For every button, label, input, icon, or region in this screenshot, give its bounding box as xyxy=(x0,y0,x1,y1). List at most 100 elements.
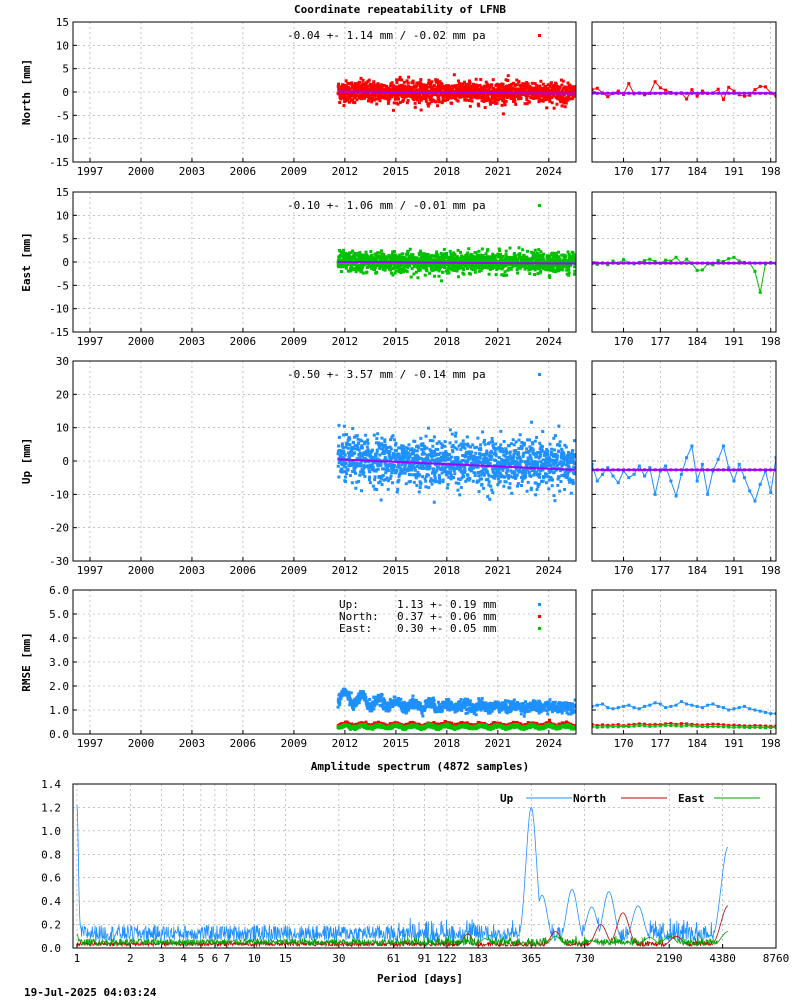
up-point xyxy=(380,436,384,440)
east-ytick-label: -10 xyxy=(49,303,69,316)
up-point xyxy=(521,455,525,459)
up-point xyxy=(479,443,483,447)
up-point xyxy=(552,462,556,466)
up-point xyxy=(384,478,388,482)
east-point xyxy=(469,265,473,269)
up-inset-point xyxy=(753,499,757,503)
up-point xyxy=(371,465,375,469)
north-point xyxy=(464,94,468,98)
up-point xyxy=(453,456,457,460)
up-point xyxy=(372,433,376,437)
north-point xyxy=(449,96,453,100)
east-point xyxy=(366,255,370,259)
north-point xyxy=(402,80,406,84)
up-point xyxy=(429,459,433,463)
east-point xyxy=(429,262,433,266)
up-point xyxy=(424,434,428,438)
north-point xyxy=(397,97,401,101)
north-point xyxy=(493,96,497,100)
up-point xyxy=(486,495,490,499)
north-point xyxy=(551,88,555,92)
north-inset-trend-point xyxy=(595,91,599,95)
up-point xyxy=(536,450,540,454)
up-point xyxy=(340,444,344,448)
up-point xyxy=(488,474,492,478)
east-point xyxy=(376,251,380,255)
east-point xyxy=(536,255,540,259)
up-point xyxy=(475,445,479,449)
north-ytick-label: -5 xyxy=(56,109,69,122)
up-point xyxy=(539,469,543,473)
east-point xyxy=(478,259,482,263)
north-inset-trend-point xyxy=(653,91,657,95)
up-point xyxy=(431,444,435,448)
east-point xyxy=(544,266,548,270)
up-point xyxy=(348,474,352,478)
north-point xyxy=(457,87,461,91)
up-point xyxy=(389,438,393,442)
north-point xyxy=(559,78,563,82)
north-point xyxy=(493,99,497,103)
up-point xyxy=(366,441,370,445)
north-point xyxy=(440,100,444,104)
up-point xyxy=(449,477,453,481)
up-point xyxy=(516,484,520,488)
up-point xyxy=(418,486,422,490)
up-point xyxy=(528,465,532,469)
up-point xyxy=(493,467,497,471)
east-point xyxy=(359,254,363,258)
north-point xyxy=(341,93,345,97)
east-point xyxy=(394,258,398,262)
up-point xyxy=(525,468,529,472)
north-point xyxy=(468,81,472,85)
up-point xyxy=(407,443,411,447)
up-inset-trend-point xyxy=(695,468,699,472)
north-inset-point xyxy=(690,88,694,92)
north-point xyxy=(428,98,432,102)
up-point xyxy=(456,488,460,492)
east-point xyxy=(504,249,508,253)
north-point xyxy=(501,82,505,86)
up-point xyxy=(437,440,441,444)
up-point xyxy=(406,451,410,455)
north-point xyxy=(539,79,543,83)
east-point xyxy=(465,254,469,258)
north-point xyxy=(344,92,348,96)
east-point xyxy=(536,258,540,262)
up-point xyxy=(541,458,545,462)
east-point xyxy=(441,270,445,274)
up-point xyxy=(459,470,463,474)
up-point xyxy=(498,461,502,465)
up-point xyxy=(392,452,396,456)
up-point xyxy=(377,481,381,485)
up-point xyxy=(491,470,495,474)
east-point xyxy=(347,251,351,255)
east-point xyxy=(561,253,565,257)
north-point xyxy=(510,83,514,87)
east-point xyxy=(422,252,426,256)
east-point xyxy=(533,273,537,277)
up-point xyxy=(453,446,457,450)
north-point xyxy=(395,92,399,96)
up-point xyxy=(571,456,575,460)
north-inset-trend-point xyxy=(637,91,641,95)
east-point xyxy=(565,268,569,272)
east-point xyxy=(353,255,357,259)
north-point xyxy=(340,96,344,100)
north-point xyxy=(511,86,515,90)
up-point xyxy=(456,456,460,460)
east-point xyxy=(504,252,508,256)
east-inset-trend-point xyxy=(737,261,741,265)
north-point xyxy=(395,78,399,82)
up-point xyxy=(437,476,441,480)
up-inset-trend-point xyxy=(622,468,626,472)
up-point xyxy=(394,441,398,445)
up-point xyxy=(569,491,573,495)
up-point xyxy=(394,471,398,475)
up-point xyxy=(342,424,346,428)
up-point xyxy=(467,478,471,482)
east-inset-point xyxy=(700,268,704,272)
up-point xyxy=(376,441,380,445)
north-point xyxy=(562,101,566,105)
